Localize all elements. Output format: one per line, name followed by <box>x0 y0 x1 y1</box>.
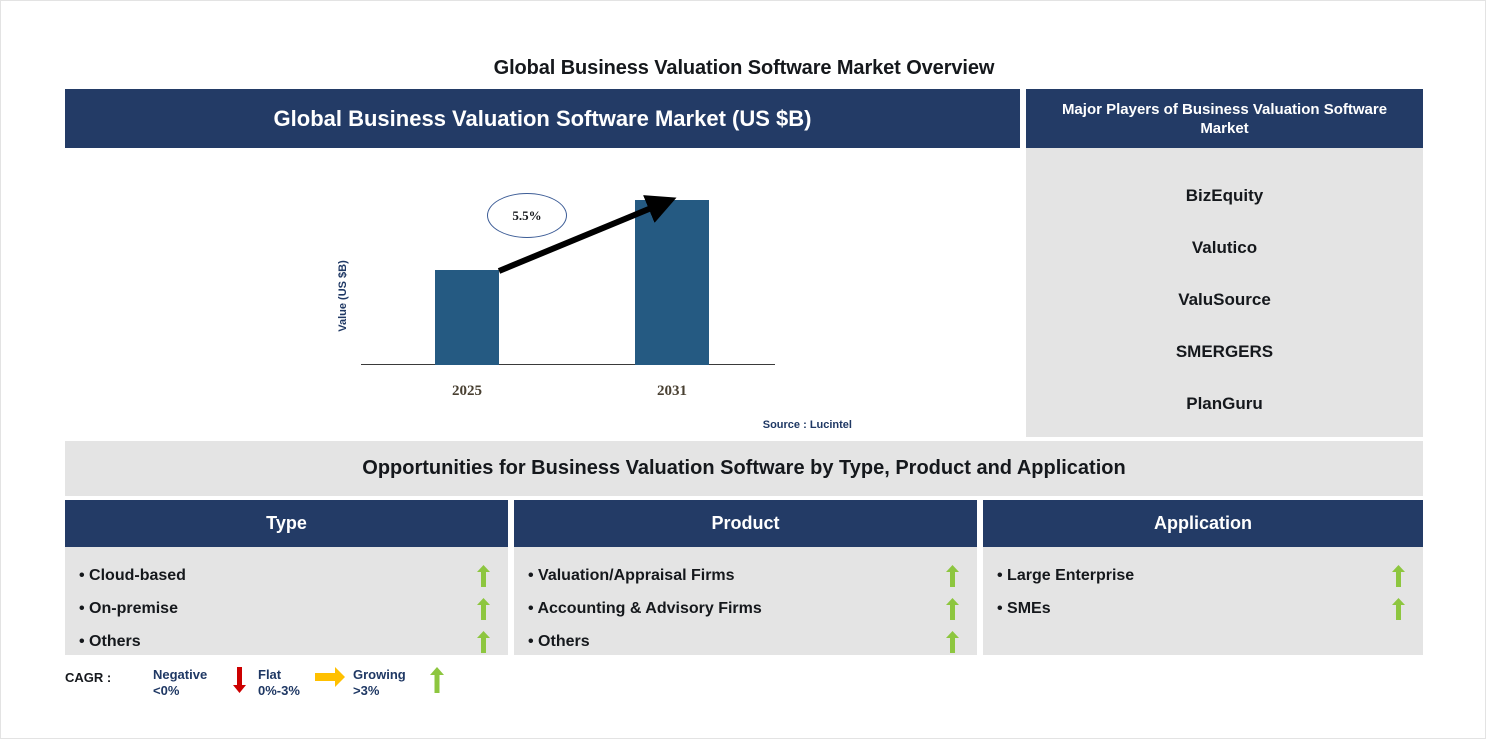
list-item: • Others <box>65 625 508 658</box>
column-type-header: Type <box>65 500 508 547</box>
arrow-up-green-icon <box>946 564 959 587</box>
list-item: PlanGuru <box>1186 394 1263 413</box>
list-item: • Cloud-based <box>65 559 508 592</box>
bar-chart: 2025 2031 5.5% <box>361 170 781 430</box>
column-application: Application • Large Enterprise • SMEs <box>983 500 1423 655</box>
bar-2031 <box>635 200 709 365</box>
major-players-panel: Major Players of Business Valuation Soft… <box>1026 89 1423 437</box>
major-players-header: Major Players of Business Valuation Soft… <box>1026 89 1423 148</box>
list-item-label: • Accounting & Advisory Firms <box>528 599 762 617</box>
cagr-callout: 5.5% <box>487 193 567 238</box>
column-application-header: Application <box>983 500 1423 547</box>
legend-label-growing-range: >3% <box>353 683 380 698</box>
arrow-up-green-icon <box>1392 597 1405 620</box>
arrow-up-green-icon <box>477 597 490 620</box>
column-product-header: Product <box>514 500 977 547</box>
list-item: • On-premise <box>65 592 508 625</box>
list-item: BizEquity <box>1185 186 1264 205</box>
list-item-label: • Valuation/Appraisal Firms <box>528 566 735 584</box>
legend-label-flat-range: 0%-3% <box>258 683 300 698</box>
x-tick-2025: 2025 <box>452 383 482 399</box>
page-title: Global Business Valuation Software Marke… <box>493 57 995 79</box>
legend-label-negative-name: Negative <box>153 667 208 682</box>
opportunity-columns: Type • Cloud-based • On-premise • Others… <box>65 500 1423 655</box>
column-type-list: • Cloud-based • On-premise • Others <box>65 547 508 658</box>
column-product-list: • Valuation/Appraisal Firms • Accounting… <box>514 547 977 658</box>
arrow-up-green-icon <box>1392 564 1405 587</box>
arrow-right-yellow-icon <box>315 667 345 687</box>
cagr-legend-title: CAGR : <box>65 670 112 685</box>
arrow-up-green-icon <box>946 630 959 653</box>
legend-label-flat-name: Flat <box>258 667 282 682</box>
list-item: SMERGERS <box>1175 342 1274 361</box>
legend-label-growing-name: Growing <box>353 667 406 682</box>
chart-plot-area: Value (US $B) 2025 2031 5.5% So <box>65 148 1020 437</box>
legend-item-growing: Growing >3% <box>353 667 406 699</box>
arrow-up-green-icon <box>477 630 490 653</box>
list-item: • Accounting & Advisory Firms <box>514 592 977 625</box>
x-tick-2031: 2031 <box>657 383 687 399</box>
x-axis-line <box>361 364 775 365</box>
legend-label-negative-range: <0% <box>153 683 180 698</box>
arrow-up-green-icon <box>477 564 490 587</box>
arrow-down-red-icon <box>233 667 246 693</box>
legend-item-negative: Negative <0% <box>153 667 207 699</box>
list-item: Valutico <box>1191 238 1258 257</box>
list-item-label: • SMEs <box>997 599 1051 617</box>
list-item: • Valuation/Appraisal Firms <box>514 559 977 592</box>
list-item-label: • On-premise <box>79 599 178 617</box>
column-product: Product • Valuation/Appraisal Firms • Ac… <box>514 500 977 655</box>
list-item: ValuSource <box>1178 290 1271 309</box>
list-item-label: • Others <box>79 632 141 650</box>
opportunities-banner: Opportunities for Business Valuation Sof… <box>65 441 1423 496</box>
chart-panel-header: Global Business Valuation Software Marke… <box>65 89 1020 148</box>
list-item-label: • Cloud-based <box>79 566 186 584</box>
bar-2025 <box>435 270 499 365</box>
list-item: • Others <box>514 625 977 658</box>
major-players-list: BizEquity Valutico ValuSource SMERGERS P… <box>1026 148 1423 437</box>
list-item-label: • Large Enterprise <box>997 566 1135 584</box>
list-item-label: • Others <box>528 632 590 650</box>
y-axis-label: Value (US $B) <box>337 260 349 332</box>
column-type: Type • Cloud-based • On-premise • Others <box>65 500 508 655</box>
arrow-up-green-icon <box>946 597 959 620</box>
list-item: • Large Enterprise <box>983 559 1423 592</box>
column-application-list: • Large Enterprise • SMEs <box>983 547 1423 625</box>
cagr-legend: CAGR : Negative <0% Flat 0%-3% Growing >… <box>65 664 625 714</box>
source-note: Source : Lucintel <box>762 419 852 431</box>
legend-item-flat: Flat 0%-3% <box>258 667 300 699</box>
list-item: • SMEs <box>983 592 1423 625</box>
market-chart-panel: Global Business Valuation Software Marke… <box>65 89 1020 437</box>
arrow-up-green-icon <box>430 667 444 693</box>
